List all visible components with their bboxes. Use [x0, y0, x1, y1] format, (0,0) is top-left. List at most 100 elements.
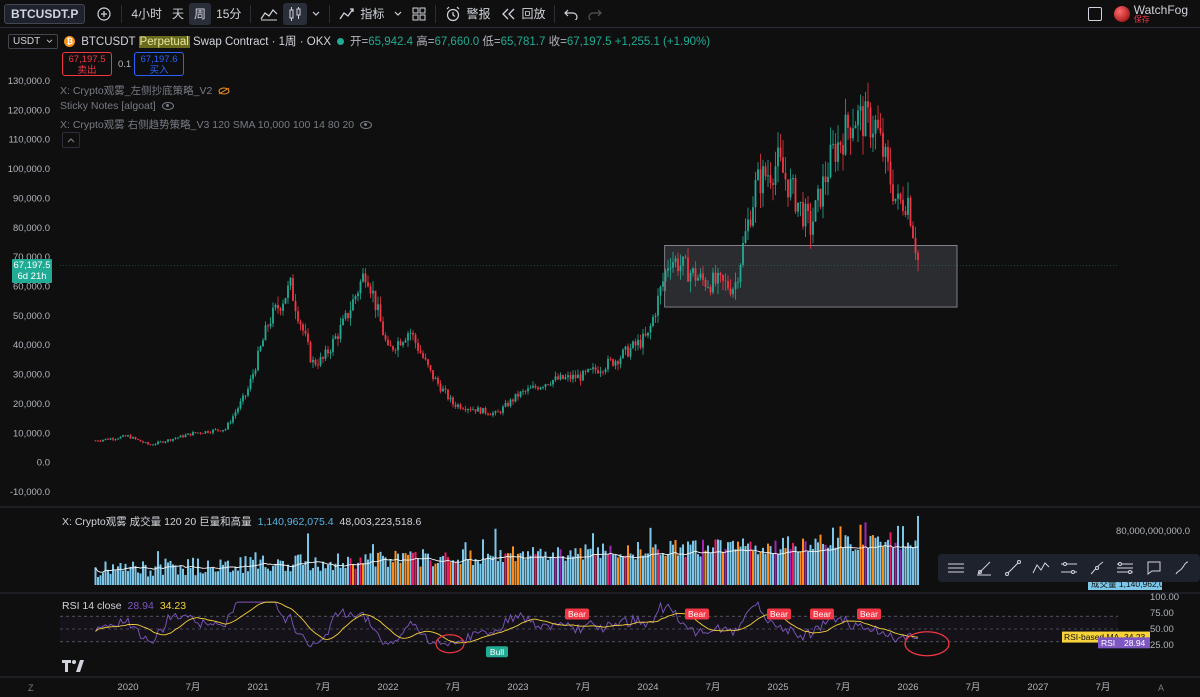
- layout-square-icon[interactable]: [1087, 7, 1102, 21]
- candle-body: [369, 286, 372, 294]
- interval-1d[interactable]: 天: [172, 7, 185, 21]
- volume-bar: [259, 559, 262, 585]
- volume-bar: [809, 544, 812, 585]
- volume-bar: [467, 559, 469, 585]
- chart-canvas[interactable]: 130,000.0 120,000.0 110,000.0 100,000.0 90,0…: [0, 29, 1200, 697]
- volume-bar: [182, 568, 184, 585]
- chevron-down-icon[interactable]: [389, 3, 407, 25]
- candle-body: [652, 316, 654, 326]
- candle-type-icon[interactable]: [283, 2, 308, 25]
- volume-bar: [232, 570, 234, 585]
- time-axis-label: 2026: [897, 682, 918, 693]
- indicator-legend-3[interactable]: X: Crypto观雾 右侧趋势策略_V3 120 SMA 10,000 100…: [60, 117, 373, 132]
- interval-4h[interactable]: 4小时: [131, 7, 163, 21]
- sell-button[interactable]: 67,197.5 卖出: [62, 52, 112, 76]
- candle-body: [914, 238, 917, 253]
- candle-body: [117, 438, 119, 440]
- candle-body: [694, 268, 697, 281]
- time-axis-label: 2024: [637, 682, 658, 693]
- volume-bar: [502, 562, 504, 585]
- candle-body: [812, 221, 814, 235]
- symbol-search-button[interactable]: BTCUSDT.P: [4, 3, 86, 24]
- replay-label: 回放: [521, 7, 546, 21]
- candle-body: [519, 391, 522, 397]
- chevron-down-icon[interactable]: [307, 3, 325, 25]
- currency-selector[interactable]: USDT: [8, 33, 59, 49]
- drawing-toolbar: [938, 554, 1200, 582]
- candle-body: [214, 429, 217, 431]
- volume-bar: [514, 561, 517, 585]
- collapse-legend-button[interactable]: [62, 132, 80, 148]
- candle-body: [604, 369, 607, 372]
- polyline-icon[interactable]: [1031, 558, 1051, 578]
- time-axis-label: 2022: [377, 682, 398, 693]
- divider: [121, 4, 123, 23]
- candle-body: [667, 268, 669, 271]
- indicator-legend-1[interactable]: X: Crypto观雾_左侧抄底策略_V2: [60, 83, 230, 98]
- candle-body: [227, 422, 229, 430]
- candle-body: [477, 407, 479, 412]
- candle-body: [549, 384, 552, 386]
- volume-legend[interactable]: X: Crypto观雾 成交量 120 20 巨量和高量 1,140,962,0…: [62, 515, 422, 529]
- candle-body: [292, 278, 294, 301]
- indicators-button[interactable]: 指标: [334, 3, 389, 25]
- time-axis-label: 7月: [576, 682, 591, 693]
- candle-body: [574, 374, 577, 379]
- candle-body: [902, 199, 904, 212]
- candle-body: [94, 440, 97, 442]
- volume-bar: [469, 550, 472, 585]
- rsi-ma-tag-label: RSI-based MA: [1064, 632, 1120, 642]
- candle-body: [244, 395, 247, 397]
- alert-button[interactable]: 警报: [440, 3, 495, 25]
- candle-body: [347, 313, 349, 319]
- replay-button[interactable]: 回放: [495, 3, 550, 25]
- price-range-icon[interactable]: [1059, 558, 1079, 578]
- volume-bar: [264, 567, 267, 585]
- candle-body: [162, 441, 164, 443]
- redo-icon[interactable]: [583, 3, 607, 25]
- candle-body: [669, 267, 672, 269]
- volume-bar: [219, 559, 222, 585]
- indicators-icon: [339, 7, 355, 19]
- candle-body: [392, 346, 394, 350]
- interval-15m[interactable]: 15分: [216, 7, 242, 21]
- volume-bar: [114, 570, 117, 585]
- parallel-channel-icon[interactable]: [1115, 558, 1135, 578]
- candle-body: [317, 364, 319, 366]
- ray-icon[interactable]: [974, 558, 994, 578]
- volume-bar: [679, 547, 682, 585]
- candle-body: [877, 119, 879, 128]
- rsi-tag-value: 28.94: [1124, 638, 1146, 648]
- candle-body: [517, 393, 519, 397]
- candle-body: [192, 432, 194, 436]
- indicator-legend-2[interactable]: Sticky Notes [algoat]: [60, 100, 174, 112]
- volume-bar: [172, 564, 174, 585]
- horizontal-lines-icon[interactable]: [946, 558, 966, 578]
- volume-bar: [269, 570, 272, 585]
- brush-icon[interactable]: [1172, 558, 1192, 578]
- candle-body: [772, 182, 774, 185]
- interval-1w[interactable]: 周: [189, 2, 212, 25]
- undo-icon[interactable]: [559, 3, 583, 25]
- candle-body: [889, 161, 892, 185]
- candle-body: [612, 359, 614, 366]
- volume-bar: [549, 556, 552, 585]
- path-icon[interactable]: [1087, 558, 1107, 578]
- volume-bar: [872, 535, 874, 585]
- buy-button[interactable]: 67,197.6 买入: [134, 52, 184, 76]
- volume-bar: [767, 543, 769, 585]
- trend-line-icon[interactable]: [1003, 558, 1023, 578]
- volume-bar: [597, 547, 599, 585]
- callout-icon[interactable]: [1144, 558, 1164, 578]
- candle-body: [224, 429, 227, 431]
- volume-bar: [649, 527, 652, 585]
- candle-body: [594, 367, 597, 371]
- volume-bar: [154, 566, 157, 585]
- compare-icon[interactable]: [91, 3, 117, 25]
- area-chart-icon[interactable]: [255, 3, 283, 25]
- templates-icon[interactable]: [407, 3, 431, 25]
- user-menu[interactable]: WatchFog 保存: [1113, 4, 1200, 24]
- candle-body: [754, 179, 757, 208]
- candle-body: [262, 340, 264, 347]
- rsi-legend[interactable]: RSI 14 close 28.94 34.23: [62, 600, 187, 612]
